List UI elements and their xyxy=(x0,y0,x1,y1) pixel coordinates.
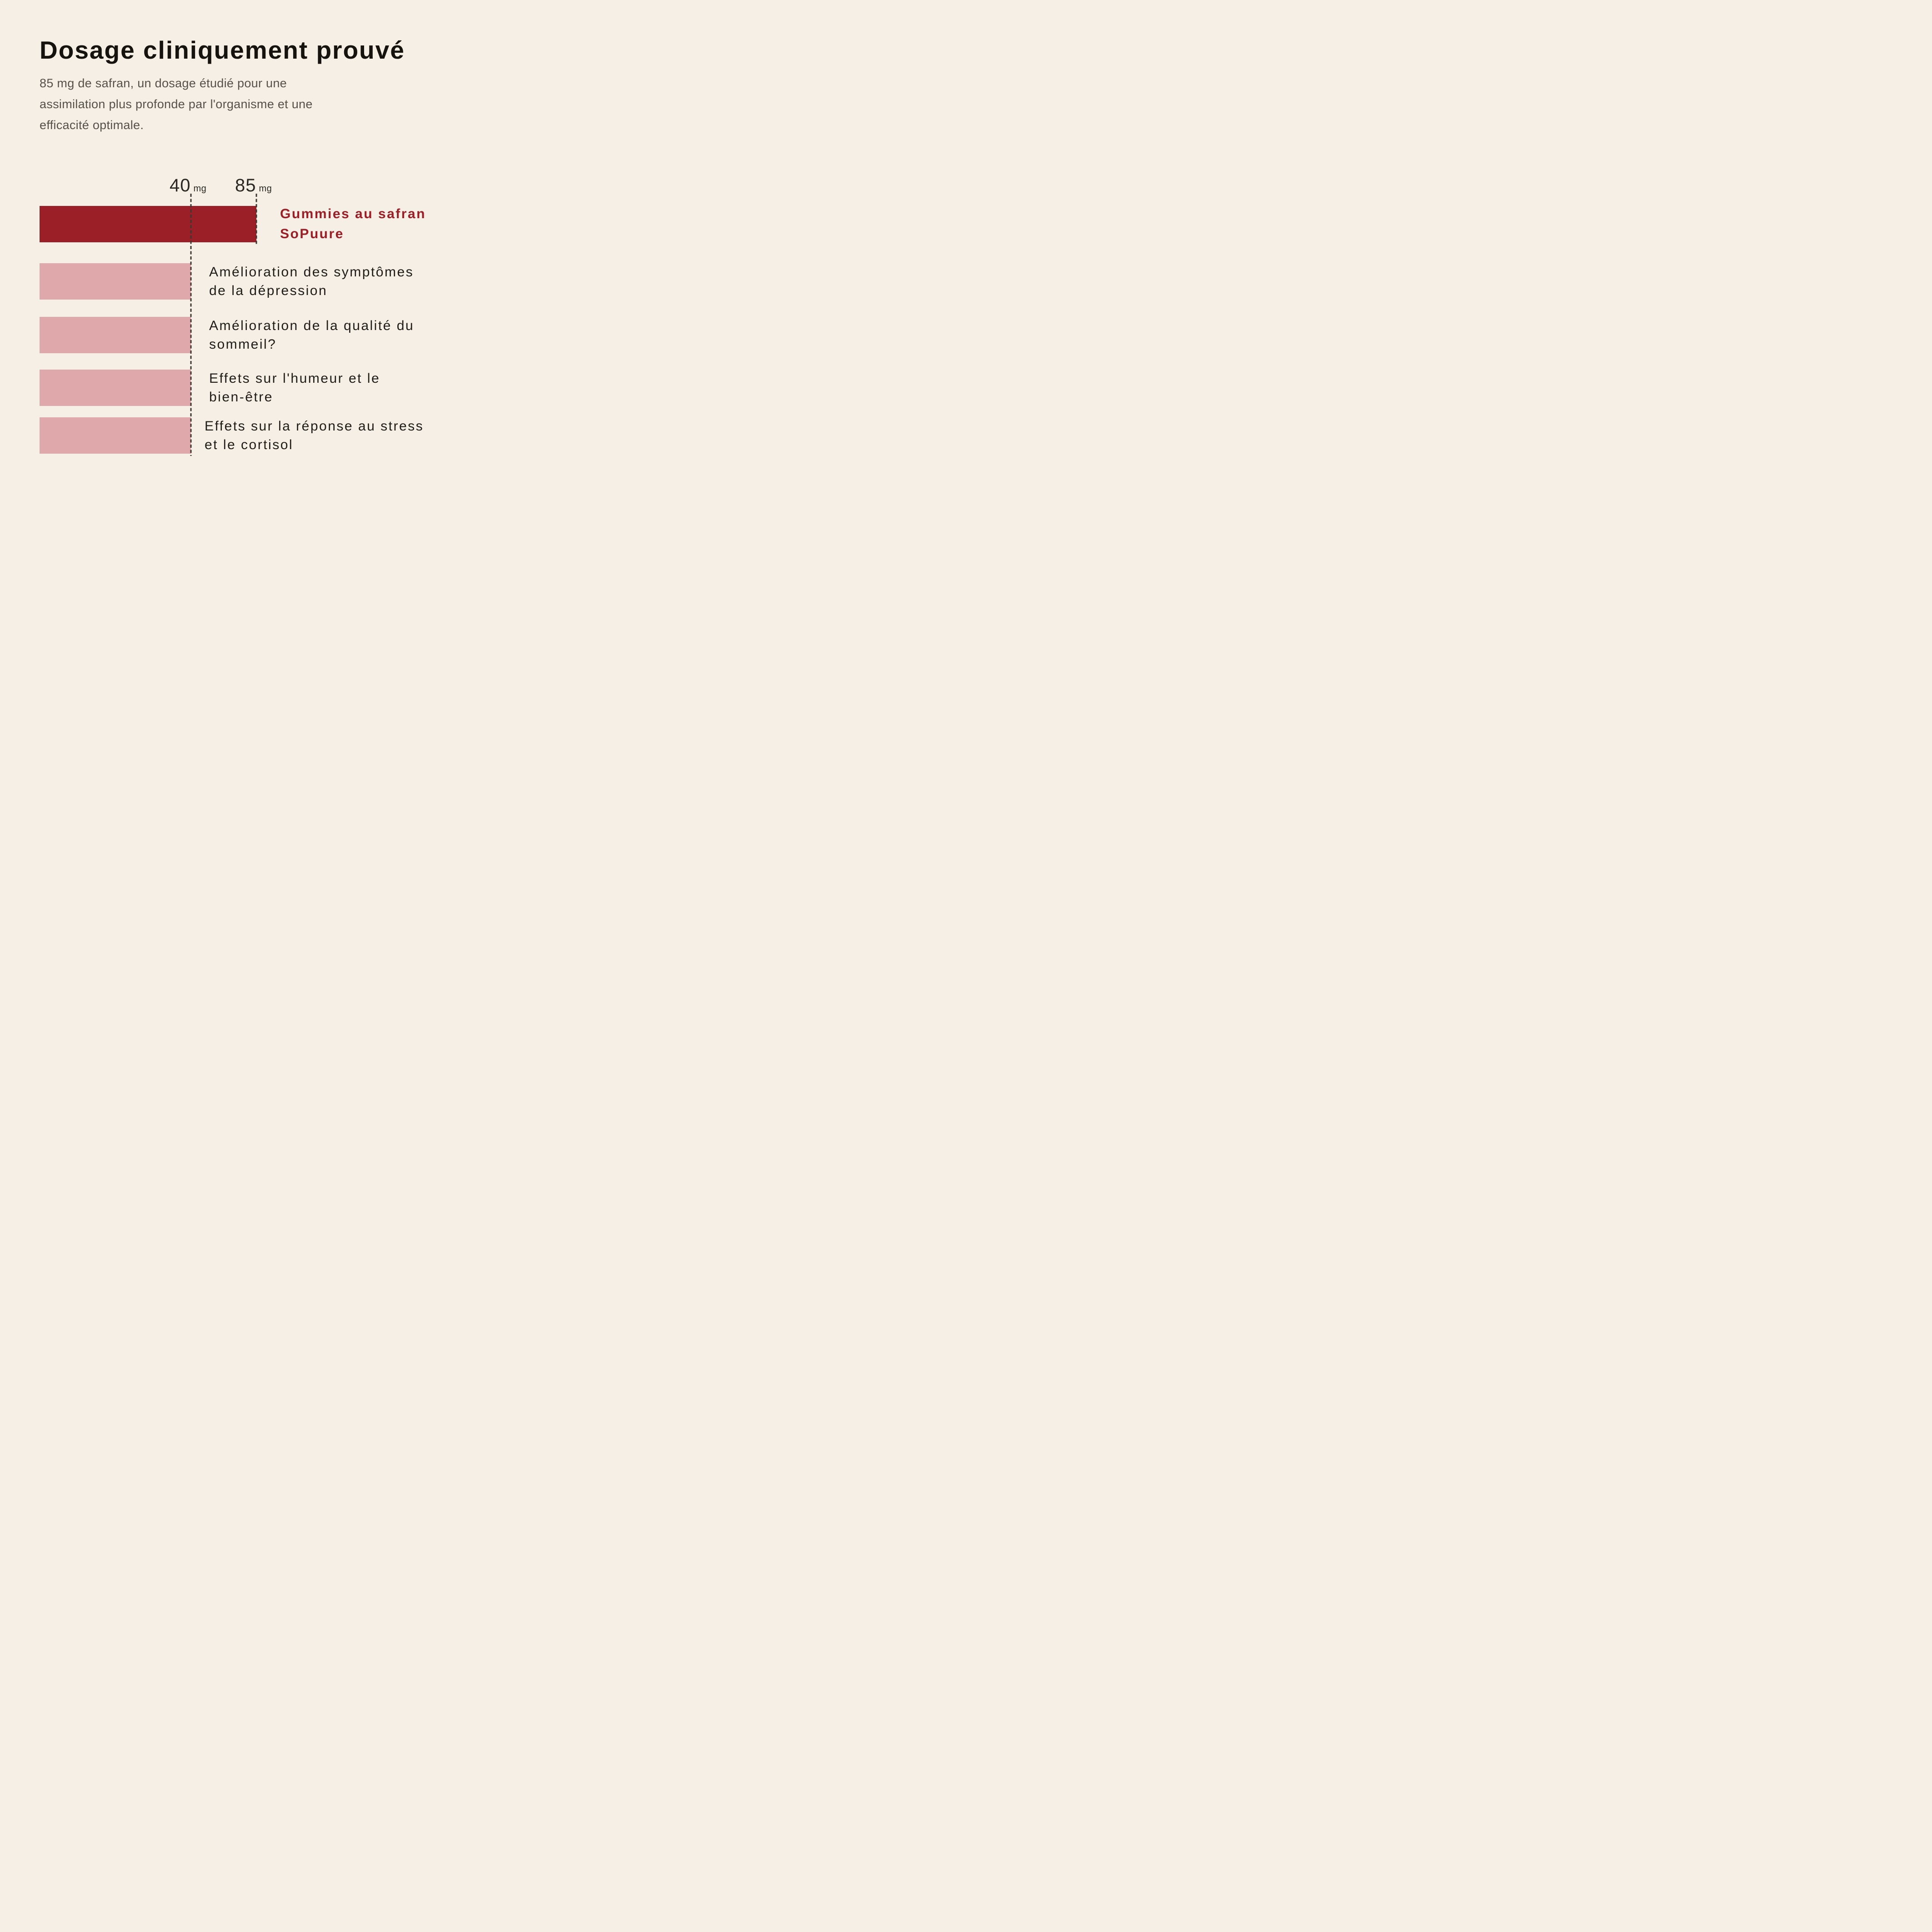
bar-label-line-1: Effets sur l'humeur et le xyxy=(209,371,380,386)
bar-label-line-2: bien-être xyxy=(209,390,273,405)
tick-40-unit: mg xyxy=(193,184,207,194)
bar-label-line-2: de la dépression xyxy=(209,283,328,298)
subtitle-line-2: assimilation plus profonde par l'organis… xyxy=(40,97,313,111)
bar-label-line-1: Amélioration de la qualité du xyxy=(209,318,415,333)
dose-bar-gummies-au-safran-sopuure xyxy=(40,206,256,242)
tick-40-value: 40 xyxy=(170,175,191,195)
axis-tick-40mg: 40 mg xyxy=(170,175,206,196)
subtitle-line-1: 85 mg de safran, un dosage étudié pour u… xyxy=(40,76,287,90)
bar-label-line-1: Effets sur la réponse au stress xyxy=(205,419,424,434)
bar-label-effets-sur-l-humeur-et-le-bi: Effets sur l'humeur et le bien-être xyxy=(209,369,380,406)
bar-label-amelioration-des-symptomes-d: Amélioration des symptômes de la dépressi… xyxy=(209,263,414,300)
dose-bar-effets-sur-la-reponse-au-str xyxy=(40,417,191,454)
bar-label-line-2: et le cortisol xyxy=(205,437,294,452)
subtitle-line-3: efficacité optimale. xyxy=(40,118,144,132)
bar-label-effets-sur-la-reponse-au-str: Effets sur la réponse au stress et le cor… xyxy=(205,417,424,454)
axis-tick-85mg: 85 mg xyxy=(235,175,272,196)
bar-label-line-1: Amélioration des symptômes xyxy=(209,265,414,280)
page-subtitle: 85 mg de safran, un dosage étudié pour u… xyxy=(40,73,313,135)
dose-bar-amelioration-des-symptomes-d xyxy=(40,263,191,300)
dose-bar-effets-sur-l-humeur-et-le-bi xyxy=(40,370,191,406)
bar-label-line-2: sommeil? xyxy=(209,337,277,352)
dose-bar-amelioration-de-la-qualite-d xyxy=(40,317,191,353)
page-title: Dosage cliniquement prouvé xyxy=(40,36,405,64)
bar-label-amelioration-de-la-qualite-d: Amélioration de la qualité du sommeil? xyxy=(209,316,414,354)
bar-label-line-2: SoPuure xyxy=(280,226,344,241)
bar-label-gummies-au-safran-sopuure: Gummies au safran SoPuure xyxy=(280,204,426,244)
bar-label-line-1: Gummies au safran xyxy=(280,206,426,221)
tick-85-unit: mg xyxy=(259,184,272,194)
dosage-infographic: Dosage cliniquement prouvé 85 mg de safr… xyxy=(0,0,483,483)
tick-85-value: 85 xyxy=(235,175,256,195)
